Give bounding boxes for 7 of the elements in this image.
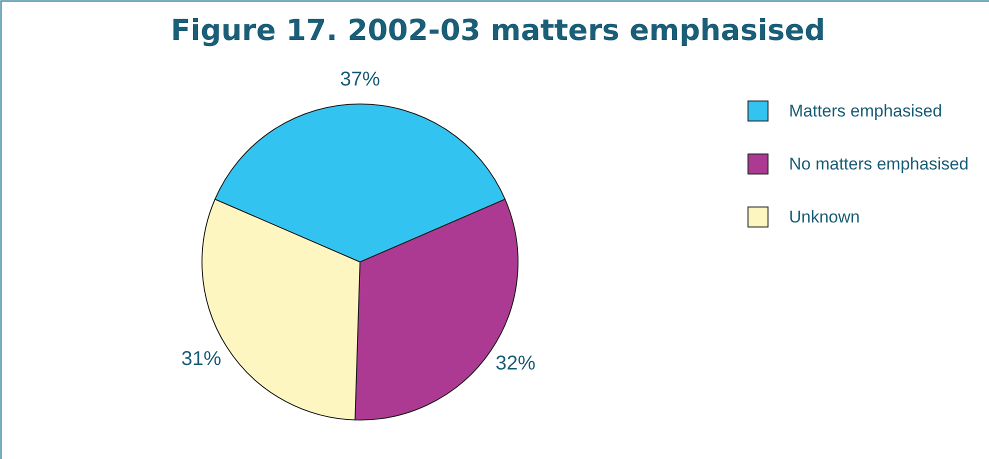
chart-title: Figure 17. 2002-03 matters emphasised	[170, 13, 826, 47]
data-label: 32%	[495, 352, 536, 375]
legend-label: Matters emphasised	[789, 101, 942, 120]
legend-label: Unknown	[789, 207, 860, 226]
data-label: 31%	[181, 348, 222, 370]
data-label: 37%	[340, 68, 380, 90]
legend-label: No matters emphasised	[789, 154, 969, 174]
